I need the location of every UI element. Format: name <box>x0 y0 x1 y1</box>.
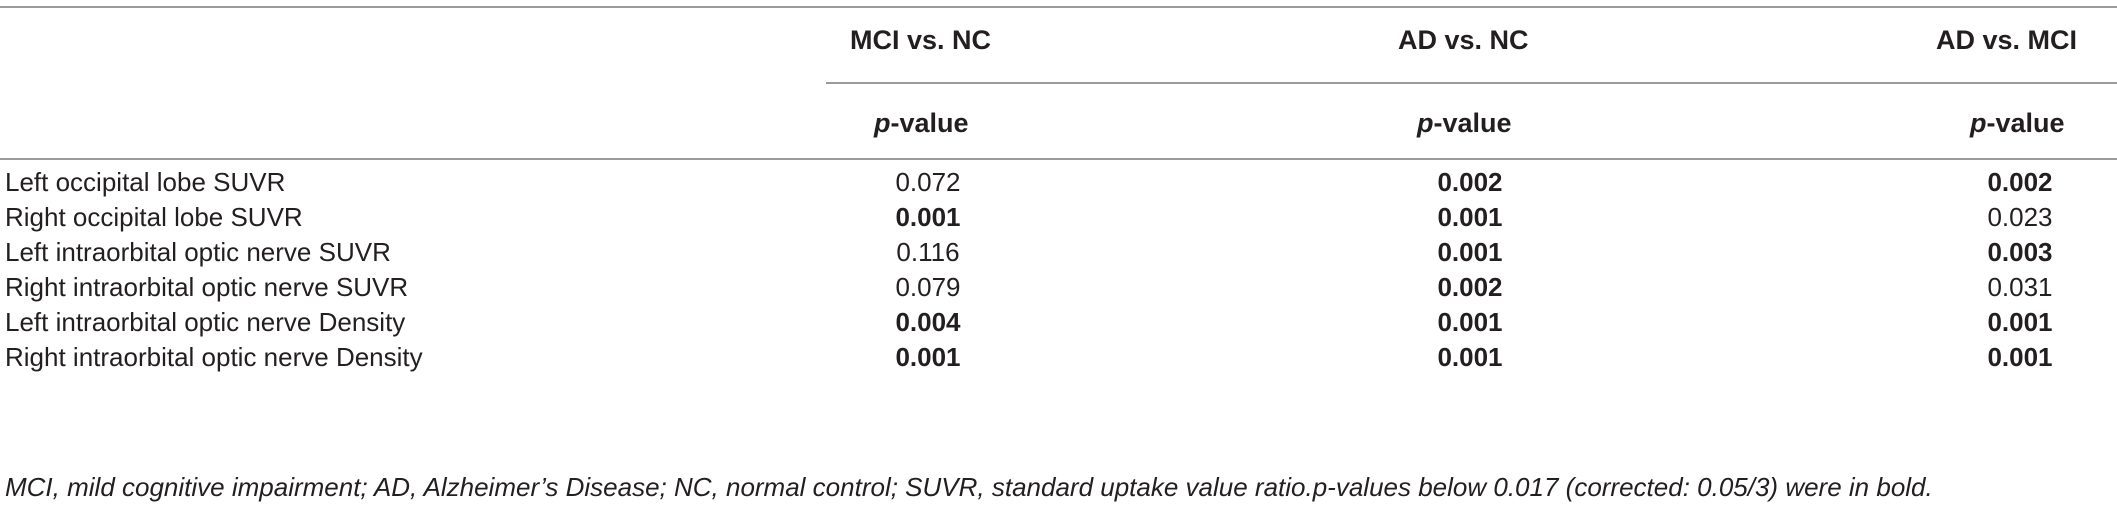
p-value-cell: 0.001 <box>1437 307 1503 337</box>
table-row: Left intraorbital optic nerve SUVR 0.116… <box>0 229 2117 276</box>
row-label: Right occipital lobe SUVR <box>5 202 303 232</box>
p-value-cell: 0.072 <box>895 167 961 197</box>
p-value-cell: 0.031 <box>1987 272 2053 302</box>
table-row: Right intraorbital optic nerve Density 0… <box>0 334 2117 381</box>
table-row: Right occipital lobe SUVR 0.001 0.001 0.… <box>0 194 2117 241</box>
table-row: Left intraorbital optic nerve Density 0.… <box>0 299 2117 346</box>
column-header-mci-vs-nc: MCI vs. NC <box>850 25 992 55</box>
subheader-p-value-2: p-value <box>1417 107 1512 139</box>
subheader-value: -value <box>890 108 969 138</box>
p-value-cell: 0.001 <box>1987 307 2053 337</box>
table-row: Right intraorbital optic nerve SUVR 0.07… <box>0 264 2117 311</box>
row-label: Right intraorbital optic nerve SUVR <box>5 272 409 302</box>
p-value-cell: 0.002 <box>1437 272 1503 302</box>
row-label: Left occipital lobe SUVR <box>5 167 286 197</box>
p-value-cell: 0.001 <box>1437 202 1503 232</box>
p-value-cell: 0.001 <box>895 202 961 232</box>
subheader-p-value-3: p-value <box>1970 107 2065 139</box>
header-bottom-rule <box>0 158 2117 160</box>
subheader-p: p <box>1417 108 1434 138</box>
table-top-rule <box>0 6 2117 8</box>
p-value-cell: 0.001 <box>895 342 961 372</box>
p-value-cell: 0.002 <box>1987 167 2053 197</box>
group-header-rule <box>826 82 2117 84</box>
subheader-p-value-1: p-value <box>874 107 969 139</box>
p-value-cell: 0.004 <box>895 307 961 337</box>
p-value-cell: 0.023 <box>1987 202 2053 232</box>
subheader-value: -value <box>1986 108 2065 138</box>
subheader-p: p <box>1970 108 1987 138</box>
column-header-ad-vs-nc: AD vs. NC <box>1398 25 1529 55</box>
table-footnote: MCI, mild cognitive impairment; AD, Alzh… <box>5 472 1933 502</box>
p-value-cell: 0.116 <box>896 237 960 267</box>
p-value-cell: 0.003 <box>1987 237 2053 267</box>
p-value-cell: 0.001 <box>1987 342 2053 372</box>
column-header-ad-vs-mci: AD vs. MCI <box>1936 25 2078 55</box>
row-label: Left intraorbital optic nerve SUVR <box>5 237 391 267</box>
p-value-cell: 0.001 <box>1437 237 1503 267</box>
row-label: Right intraorbital optic nerve Density <box>5 342 423 372</box>
subheader-value: -value <box>1433 108 1512 138</box>
subheader-p: p <box>874 108 891 138</box>
p-value-cell: 0.079 <box>895 272 961 302</box>
row-label: Left intraorbital optic nerve Density <box>5 307 406 337</box>
p-value-cell: 0.002 <box>1437 167 1503 197</box>
table-row: Left occipital lobe SUVR 0.072 0.002 0.0… <box>0 159 2117 206</box>
p-value-cell: 0.001 <box>1437 342 1503 372</box>
